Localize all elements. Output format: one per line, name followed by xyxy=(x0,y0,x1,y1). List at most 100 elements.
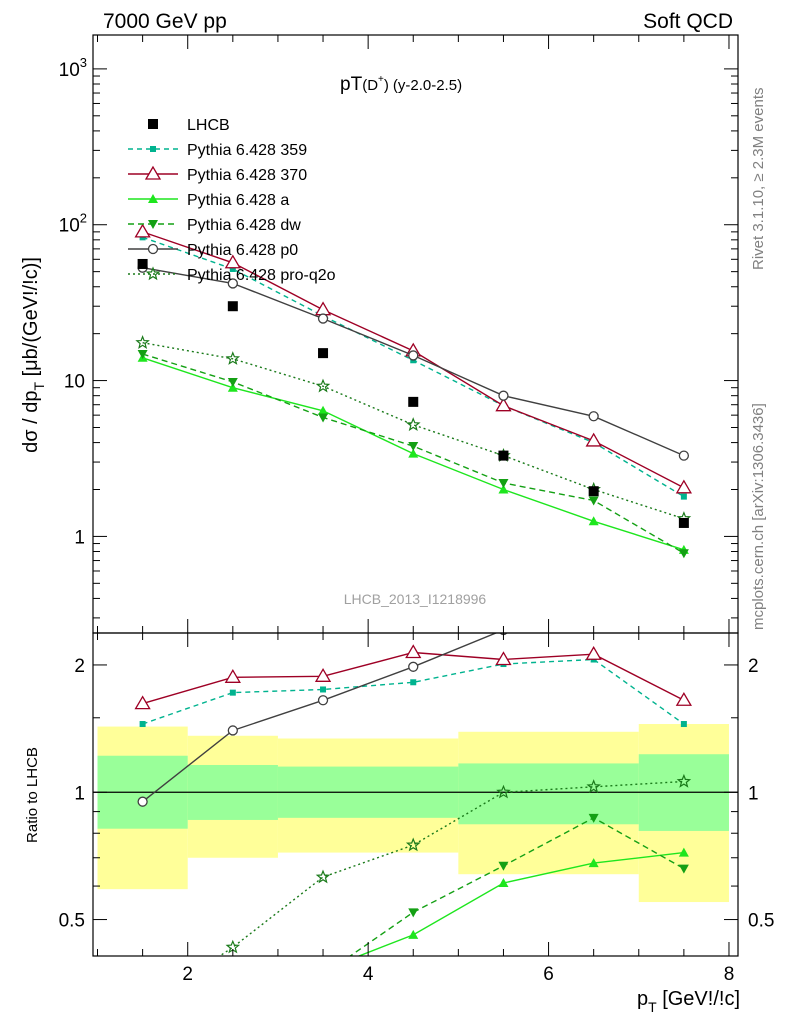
plot-title-main: pT xyxy=(340,74,363,95)
series-point xyxy=(675,479,693,494)
ratio-point xyxy=(589,586,598,595)
ratio-point xyxy=(224,669,241,683)
ratio-point xyxy=(408,929,419,939)
ratio-point xyxy=(408,661,419,672)
rivet-label: Rivet 3.1.10, ≥ 2.3M events xyxy=(750,88,767,271)
legend-label: Pythia 6.428 dw xyxy=(187,217,301,234)
series-point xyxy=(227,278,238,289)
ratio-point xyxy=(679,605,688,614)
data-point xyxy=(678,517,689,528)
plot-title-close: ) xyxy=(384,77,389,94)
x-tick-label: 2 xyxy=(182,964,193,985)
ratio-point xyxy=(680,721,687,728)
ratio-panel-bands xyxy=(93,724,738,903)
data-point xyxy=(498,450,509,461)
ratio-point xyxy=(137,1001,148,1012)
ratio-point xyxy=(408,908,419,918)
ratio-point xyxy=(228,992,238,1001)
ratio-point xyxy=(676,773,692,788)
ratio-point xyxy=(227,725,238,736)
ratio-y-tick-label: 2 xyxy=(74,656,85,677)
ratio-point xyxy=(318,965,328,974)
series-point xyxy=(498,479,509,489)
series-point xyxy=(680,493,687,500)
ratio-y-tick-label-right: 0.5 xyxy=(748,911,774,932)
plot-title-particle: D xyxy=(367,77,378,94)
series-point xyxy=(224,254,241,269)
series-line xyxy=(142,342,685,520)
top-y-tick-exponent: 2 xyxy=(80,211,87,226)
ratio-point xyxy=(315,869,331,884)
ratio-point xyxy=(586,779,601,794)
x-tick-label: 6 xyxy=(543,964,554,985)
series-point xyxy=(227,382,238,392)
legend-label: Pythia 6.428 359 xyxy=(187,142,307,159)
series-point xyxy=(408,350,419,361)
legend-label: Pythia 6.428 pro-q2o xyxy=(187,267,336,284)
top-y-axis-label: dσ / dpT [μb/(GeV!/!c)] xyxy=(20,257,47,453)
series-pythia-6-428-pro-q2o xyxy=(135,335,692,525)
top-y-tick-label: 103 xyxy=(59,55,87,81)
ratio-point xyxy=(318,971,328,980)
ratio-point xyxy=(588,858,599,868)
legend-marker xyxy=(145,266,161,281)
ratio-point xyxy=(498,878,509,888)
x-axis-label-unit: [GeV!/!c] xyxy=(657,988,740,1010)
legend-label: Pythia 6.428 p0 xyxy=(187,242,298,259)
uncertainty-band-stat xyxy=(458,763,639,825)
data-point xyxy=(408,396,419,407)
top-y-tick-label: 102 xyxy=(59,211,87,237)
top-y-axis-label-sub: T xyxy=(31,382,47,391)
ratio-point xyxy=(229,689,236,696)
series-point xyxy=(134,223,151,238)
series-point xyxy=(588,516,599,526)
ratio-point xyxy=(320,686,327,693)
ratio-axes: 0.5 0.5 1 1 2 2 2 4 6 8 xyxy=(59,633,774,985)
energy-label: 7000 GeV pp xyxy=(103,10,227,33)
ratio-pythia-6-428-370 xyxy=(134,644,693,710)
legend-label: Pythia 6.428 370 xyxy=(187,167,307,184)
ratio-point xyxy=(675,691,693,706)
series-point xyxy=(678,450,690,461)
plot-title-range: (y-2.0-2.5) xyxy=(393,77,462,94)
data-point xyxy=(318,348,329,359)
series-point xyxy=(588,411,599,422)
legend-marker-lhcb xyxy=(148,119,158,129)
series-point xyxy=(317,313,329,324)
ratio-point xyxy=(137,796,148,807)
category-label: Soft QCD xyxy=(643,10,733,33)
legend-label: LHCB xyxy=(187,117,230,134)
top-y-axis-label-unit: [μb/(GeV!/!c)] xyxy=(20,257,42,382)
legend-marker xyxy=(148,220,158,229)
top-y-tick-exponent: 3 xyxy=(80,55,87,70)
analysis-watermark: LHCB_2013_I1218996 xyxy=(344,591,487,607)
legend-marker xyxy=(144,165,162,180)
x-tick-label: 4 xyxy=(363,964,374,985)
top-y-tick-base: 10 xyxy=(59,60,80,81)
series-point xyxy=(498,484,509,494)
ratio-pythia-6-428-p0 xyxy=(137,586,688,807)
series-point xyxy=(678,549,689,559)
legend-marker xyxy=(148,194,158,203)
x-axis-label-sub: T xyxy=(648,999,657,1015)
ratio-y-tick-label-right: 2 xyxy=(748,656,759,677)
series-point xyxy=(318,405,329,415)
ratio-point xyxy=(228,1008,238,1017)
ratio-point xyxy=(317,695,329,706)
series-pythia-6-428-dw xyxy=(137,350,689,559)
ratio-pythia-6-428-a xyxy=(228,847,689,1017)
ratio-y-tick-label: 1 xyxy=(74,783,85,804)
legend: LHCB Pythia 6.428 359 Pythia 6.428 370 Pyth… xyxy=(128,117,336,284)
series-point xyxy=(495,397,512,412)
series-point xyxy=(408,448,419,458)
ratio-y-tick-label: 0.5 xyxy=(59,911,85,932)
ratio-point xyxy=(410,679,417,686)
legend-label: Pythia 6.428 a xyxy=(187,192,289,209)
ratio-point xyxy=(498,861,509,871)
top-y-tick-base: 10 xyxy=(59,216,80,237)
ratio-point xyxy=(678,864,689,874)
series-point xyxy=(498,390,509,401)
ratio-point xyxy=(314,668,332,682)
ratio-point xyxy=(139,721,146,728)
